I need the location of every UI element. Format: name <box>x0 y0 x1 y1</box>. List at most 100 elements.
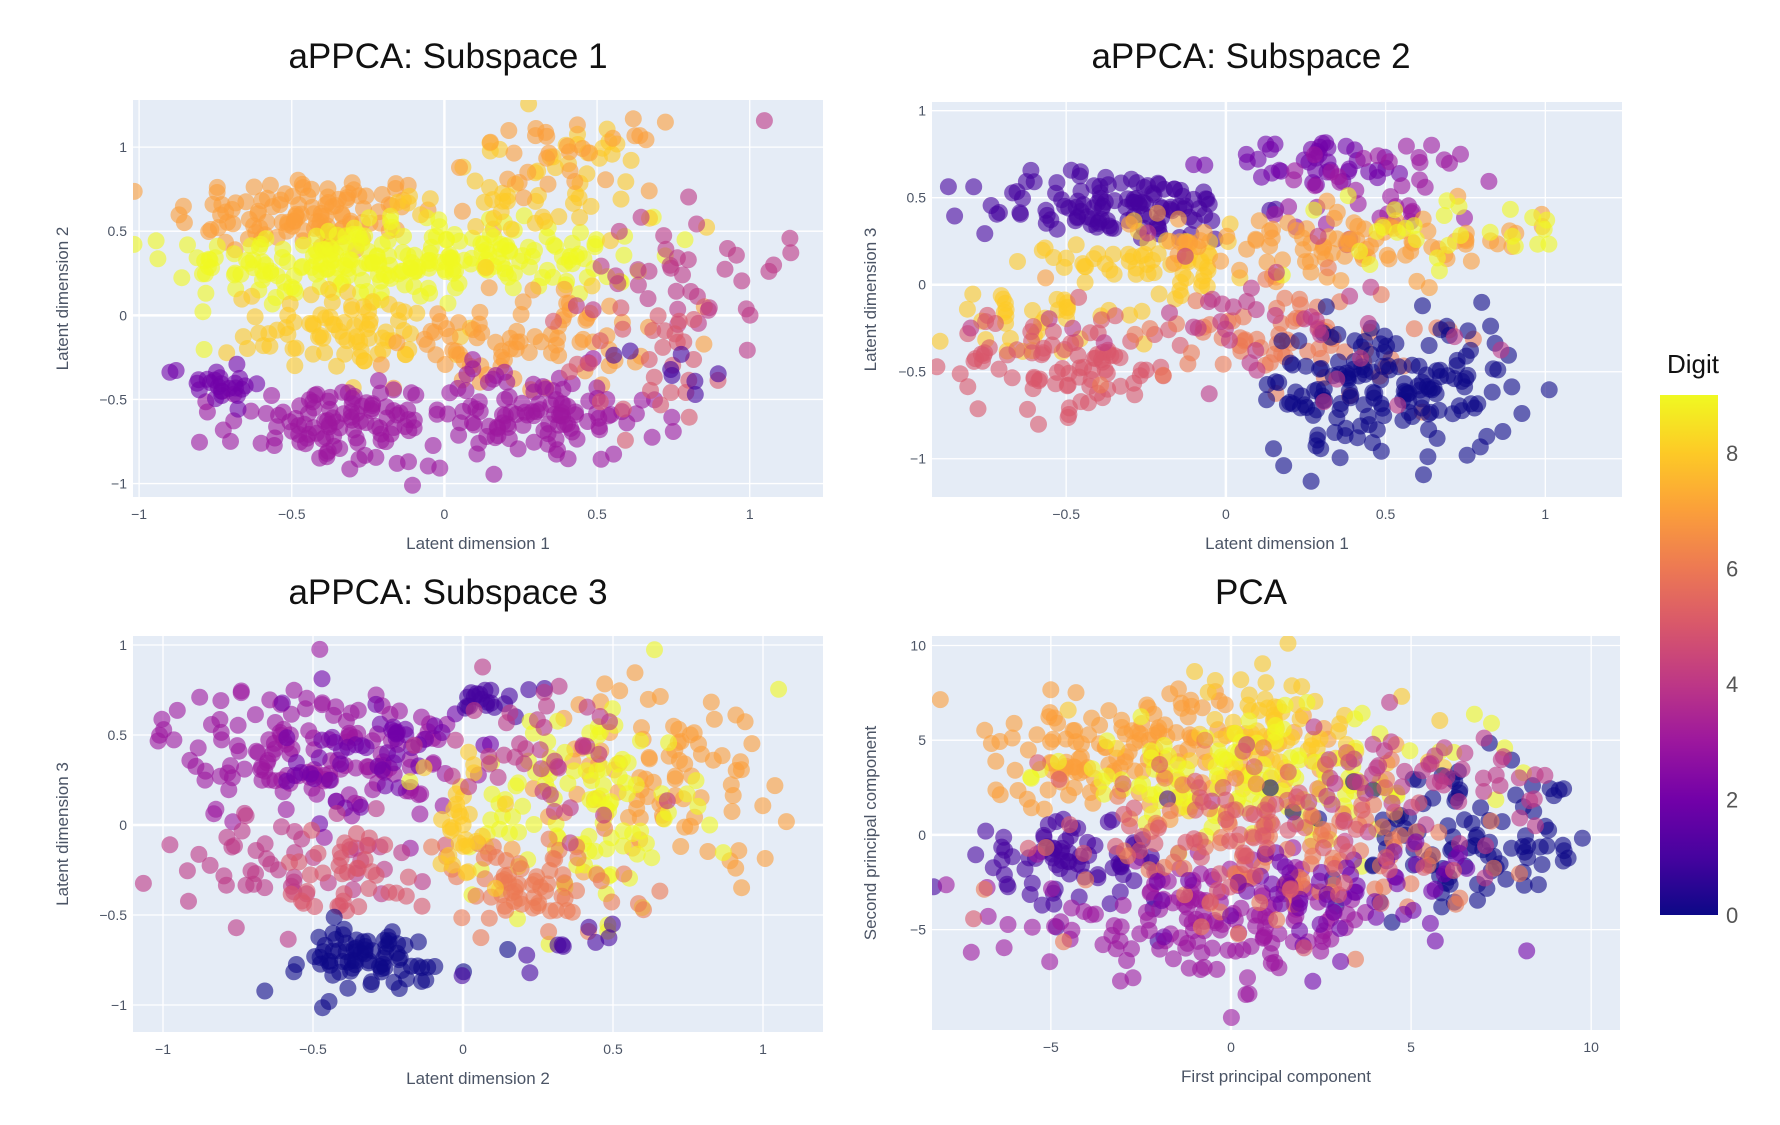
data-point <box>373 186 391 203</box>
data-point <box>699 301 717 319</box>
data-point <box>1372 442 1390 460</box>
data-point <box>1211 921 1229 939</box>
subplot-4: −5 0 5 10 −5 0 5 10 PCA First principal component… <box>861 573 1620 1086</box>
data-point <box>724 787 742 804</box>
data-point <box>1040 310 1058 328</box>
data-point <box>1410 794 1428 812</box>
data-point <box>1246 867 1264 884</box>
data-point <box>298 689 316 707</box>
data-point <box>508 333 526 351</box>
data-point <box>501 704 519 722</box>
data-point <box>754 797 772 815</box>
data-point <box>451 414 469 432</box>
data-point <box>1082 216 1100 234</box>
colorbar: Digit 0 2 4 6 8 <box>1660 349 1738 928</box>
data-point <box>487 848 505 866</box>
data-point <box>1459 366 1477 384</box>
data-point <box>1236 331 1254 349</box>
data-point <box>965 910 983 928</box>
data-point <box>1362 278 1380 296</box>
y-tick-label: 1 <box>119 139 127 155</box>
data-point <box>502 884 520 902</box>
y-axis-title: Latent dimension 3 <box>53 762 72 906</box>
data-point <box>1472 799 1490 817</box>
data-point <box>348 237 366 255</box>
data-point <box>320 993 338 1010</box>
data-point <box>1062 334 1080 352</box>
data-point <box>501 243 519 261</box>
data-point <box>524 375 542 393</box>
data-point <box>616 431 634 449</box>
data-point <box>605 346 623 364</box>
data-point <box>1028 726 1046 744</box>
data-point <box>1482 317 1500 335</box>
data-point <box>1222 907 1240 925</box>
data-point <box>1251 894 1269 912</box>
data-point <box>497 795 514 813</box>
data-point <box>1281 864 1299 882</box>
data-point <box>1076 258 1093 275</box>
data-point <box>1149 819 1167 837</box>
data-point <box>237 876 255 894</box>
data-point <box>688 215 706 233</box>
data-point <box>578 698 596 716</box>
data-point <box>242 402 260 420</box>
data-point <box>1372 371 1390 389</box>
data-point <box>614 400 632 418</box>
data-point <box>1353 704 1371 722</box>
data-point <box>226 837 243 855</box>
data-point <box>1492 751 1510 769</box>
data-point <box>1450 397 1468 415</box>
data-point <box>372 384 389 402</box>
data-point <box>545 802 563 820</box>
data-point <box>1062 161 1080 179</box>
data-point <box>1039 816 1057 834</box>
data-point <box>395 303 413 321</box>
data-point <box>755 112 773 130</box>
data-point <box>1023 344 1041 362</box>
data-point <box>1426 932 1444 950</box>
data-point <box>1268 911 1286 929</box>
data-point <box>1433 898 1451 916</box>
data-point <box>1186 663 1204 680</box>
data-point <box>1134 827 1151 845</box>
data-point <box>179 236 196 254</box>
data-point <box>1415 858 1433 876</box>
data-point <box>528 868 546 886</box>
data-point <box>1390 358 1408 376</box>
data-point <box>151 726 169 744</box>
data-point <box>1302 263 1320 281</box>
data-point <box>450 426 468 444</box>
data-point <box>1477 837 1495 855</box>
data-point <box>321 238 339 256</box>
data-point <box>343 959 361 977</box>
data-point <box>538 149 556 167</box>
x-tick-label: −0.5 <box>299 1041 327 1057</box>
data-point <box>1121 215 1138 233</box>
data-point <box>781 229 799 247</box>
data-point <box>361 311 379 329</box>
data-point <box>408 304 426 322</box>
data-point <box>1396 762 1414 780</box>
data-point <box>662 384 680 401</box>
data-point <box>1227 801 1245 819</box>
data-point <box>480 279 498 297</box>
data-point <box>1113 719 1131 736</box>
data-point <box>412 206 430 224</box>
data-point <box>1103 926 1121 944</box>
data-point <box>293 259 310 277</box>
data-point <box>317 428 334 446</box>
data-point <box>1332 272 1350 290</box>
data-point <box>1236 856 1254 874</box>
data-point <box>1407 231 1425 248</box>
data-point <box>1114 775 1132 793</box>
data-point <box>1328 370 1346 388</box>
data-point <box>1132 708 1150 726</box>
y-tick-label: −0.5 <box>99 391 127 407</box>
data-point <box>1258 391 1276 409</box>
data-point <box>640 182 658 200</box>
data-point <box>1195 224 1213 241</box>
data-point <box>655 810 673 828</box>
data-point <box>263 295 281 313</box>
